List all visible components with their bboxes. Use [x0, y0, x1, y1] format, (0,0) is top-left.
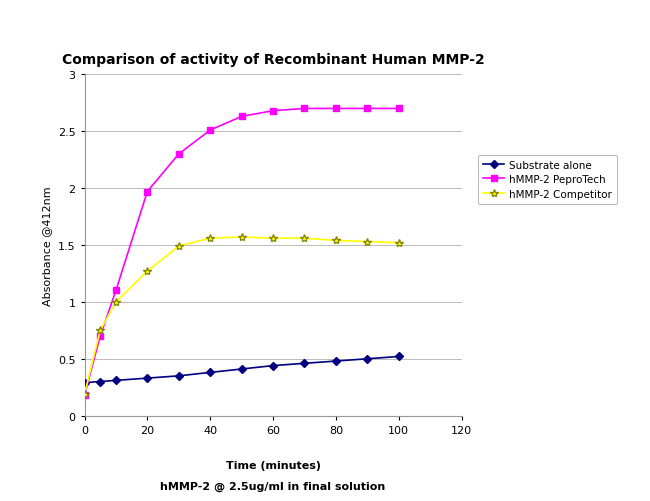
hMMP-2 PeproTech [175, 152, 183, 158]
Substrate alone [395, 354, 402, 360]
Substrate alone [206, 370, 214, 376]
Text: Time (minutes): Time (minutes) [226, 460, 320, 470]
Text: hMMP-2 @ 2.5ug/ml in final solution: hMMP-2 @ 2.5ug/ml in final solution [161, 480, 385, 491]
Substrate alone [112, 378, 120, 384]
Substrate alone [81, 380, 88, 386]
Legend: Substrate alone, hMMP-2 PeproTech, hMMP-2 Competitor: Substrate alone, hMMP-2 PeproTech, hMMP-… [478, 155, 618, 204]
hMMP-2 Competitor [363, 239, 371, 245]
hMMP-2 PeproTech [300, 106, 308, 112]
hMMP-2 Competitor [144, 269, 151, 275]
hMMP-2 PeproTech [395, 106, 402, 112]
Line: hMMP-2 Competitor: hMMP-2 Competitor [81, 233, 403, 398]
Line: hMMP-2 PeproTech: hMMP-2 PeproTech [82, 106, 402, 398]
Substrate alone [238, 366, 246, 372]
hMMP-2 PeproTech [332, 106, 340, 112]
Substrate alone [96, 379, 104, 385]
hMMP-2 Competitor [269, 235, 277, 241]
hMMP-2 Competitor [206, 235, 214, 241]
hMMP-2 Competitor [395, 240, 402, 246]
hMMP-2 Competitor [332, 238, 340, 244]
hMMP-2 Competitor [175, 243, 183, 249]
Line: Substrate alone: Substrate alone [82, 354, 402, 386]
Y-axis label: Absorbance @412nm: Absorbance @412nm [42, 186, 52, 305]
Substrate alone [300, 361, 308, 367]
Substrate alone [332, 358, 340, 364]
hMMP-2 PeproTech [363, 106, 371, 112]
hMMP-2 PeproTech [81, 392, 88, 398]
Substrate alone [363, 356, 371, 362]
hMMP-2 Competitor [81, 391, 88, 397]
hMMP-2 PeproTech [112, 288, 120, 294]
hMMP-2 PeproTech [96, 333, 104, 339]
hMMP-2 Competitor [238, 234, 246, 240]
hMMP-2 PeproTech [238, 114, 246, 120]
Substrate alone [144, 375, 151, 381]
hMMP-2 PeproTech [269, 109, 277, 115]
hMMP-2 Competitor [96, 328, 104, 334]
hMMP-2 PeproTech [144, 189, 151, 195]
Substrate alone [175, 373, 183, 379]
hMMP-2 Competitor [300, 235, 308, 241]
hMMP-2 PeproTech [206, 128, 214, 134]
hMMP-2 Competitor [112, 299, 120, 305]
Title: Comparison of activity of Recombinant Human MMP-2: Comparison of activity of Recombinant Hu… [62, 53, 484, 67]
Substrate alone [269, 363, 277, 369]
